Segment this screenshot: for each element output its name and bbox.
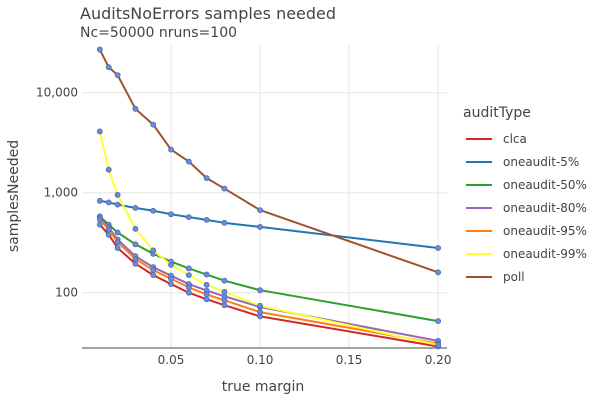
data-point — [257, 309, 263, 315]
legend-item[interactable]: clca — [466, 132, 527, 146]
x-tick-label: 0.10 — [247, 353, 274, 367]
series-oneaudit-99% — [96, 128, 441, 348]
data-point — [168, 281, 174, 287]
y-axis-title: samplesNeeded — [6, 140, 22, 252]
legend-item[interactable]: poll — [466, 270, 525, 284]
legend-title: auditType — [463, 105, 531, 121]
data-point — [96, 46, 103, 53]
series-oneaudit-95% — [96, 216, 441, 347]
series-poll — [96, 46, 441, 276]
data-point — [435, 342, 441, 348]
legend-item[interactable]: oneaudit-50% — [466, 178, 587, 192]
data-point — [221, 219, 228, 226]
data-point — [132, 225, 139, 232]
data-point — [257, 302, 263, 309]
series-oneaudit-5% — [96, 197, 441, 251]
legend-item[interactable]: oneaudit-99% — [466, 247, 587, 261]
series-line — [99, 217, 439, 342]
data-point — [105, 226, 112, 233]
x-tick-label: 0.15 — [336, 353, 363, 367]
grid — [82, 45, 447, 349]
legend-item[interactable]: oneaudit-95% — [466, 224, 587, 238]
series-clca — [96, 221, 441, 350]
series-oneaudit-80% — [96, 214, 441, 344]
y-tick-label: 1,000 — [44, 186, 78, 200]
x-tick-label: 0.05 — [158, 353, 185, 367]
chart-subtitle: Nc=50000 nruns=100 — [80, 25, 237, 41]
data-point — [150, 121, 157, 128]
data-point — [185, 289, 192, 296]
legend-item[interactable]: oneaudit-5% — [466, 155, 579, 169]
data-point — [221, 302, 228, 309]
series-layer — [96, 46, 441, 350]
data-point — [96, 216, 103, 223]
data-point — [105, 166, 112, 173]
data-point — [203, 281, 210, 288]
data-point — [185, 272, 192, 279]
data-point — [203, 216, 210, 223]
data-point — [150, 247, 157, 254]
data-point — [435, 318, 441, 325]
data-point — [185, 214, 192, 221]
data-point — [132, 255, 139, 262]
legend[interactable]: auditType clca oneaudit-5% oneaudit-50% one… — [463, 105, 587, 284]
data-point — [203, 175, 210, 182]
data-point — [114, 201, 121, 208]
data-point — [203, 291, 210, 298]
data-point — [150, 207, 157, 214]
data-point — [96, 128, 103, 135]
data-point — [114, 239, 121, 246]
legend-item[interactable]: oneaudit-80% — [466, 201, 587, 215]
legend-label: oneaudit-5% — [503, 155, 579, 169]
data-point — [150, 272, 157, 279]
data-point — [105, 64, 112, 71]
data-point — [114, 192, 121, 198]
series-line — [99, 218, 439, 345]
legend-label: oneaudit-80% — [503, 201, 587, 215]
data-point — [221, 288, 228, 295]
data-point — [257, 207, 263, 214]
data-point — [114, 245, 121, 251]
data-point — [435, 269, 441, 276]
series-line — [99, 199, 439, 249]
data-point — [257, 287, 263, 294]
data-point — [221, 185, 228, 192]
legend-label: oneaudit-95% — [503, 224, 587, 238]
data-point — [132, 105, 139, 112]
data-point — [168, 211, 174, 218]
series-line — [98, 49, 439, 274]
data-point — [114, 229, 121, 236]
tick-labels: 0.05 0.10 0.15 0.20 100 1,000 10,000 — [36, 86, 451, 367]
data-point — [105, 199, 112, 206]
data-point — [185, 284, 192, 291]
x-tick-label: 0.20 — [425, 353, 452, 367]
data-point — [132, 241, 139, 248]
legend-label: poll — [503, 270, 525, 284]
legend-label: oneaudit-99% — [503, 247, 587, 261]
data-point — [221, 297, 228, 304]
data-point — [168, 261, 174, 268]
data-point — [203, 296, 210, 303]
data-point — [168, 146, 174, 153]
data-point — [96, 197, 103, 204]
data-point — [203, 271, 210, 278]
data-point — [435, 245, 441, 251]
legend-label: oneaudit-50% — [503, 178, 587, 192]
chart-title: AuditsNoErrors samples needed — [80, 4, 336, 23]
data-point — [168, 275, 174, 282]
data-point — [185, 158, 192, 165]
data-point — [185, 265, 192, 272]
data-point — [132, 204, 139, 211]
data-point — [257, 224, 263, 230]
y-tick-label: 100 — [55, 286, 78, 300]
y-tick-label: 10,000 — [36, 86, 78, 100]
x-axis-title: true margin — [222, 379, 305, 395]
data-point — [221, 277, 228, 284]
data-point — [114, 72, 121, 79]
legend-label: clca — [503, 132, 527, 146]
data-point — [150, 267, 157, 274]
data-point — [132, 260, 139, 267]
